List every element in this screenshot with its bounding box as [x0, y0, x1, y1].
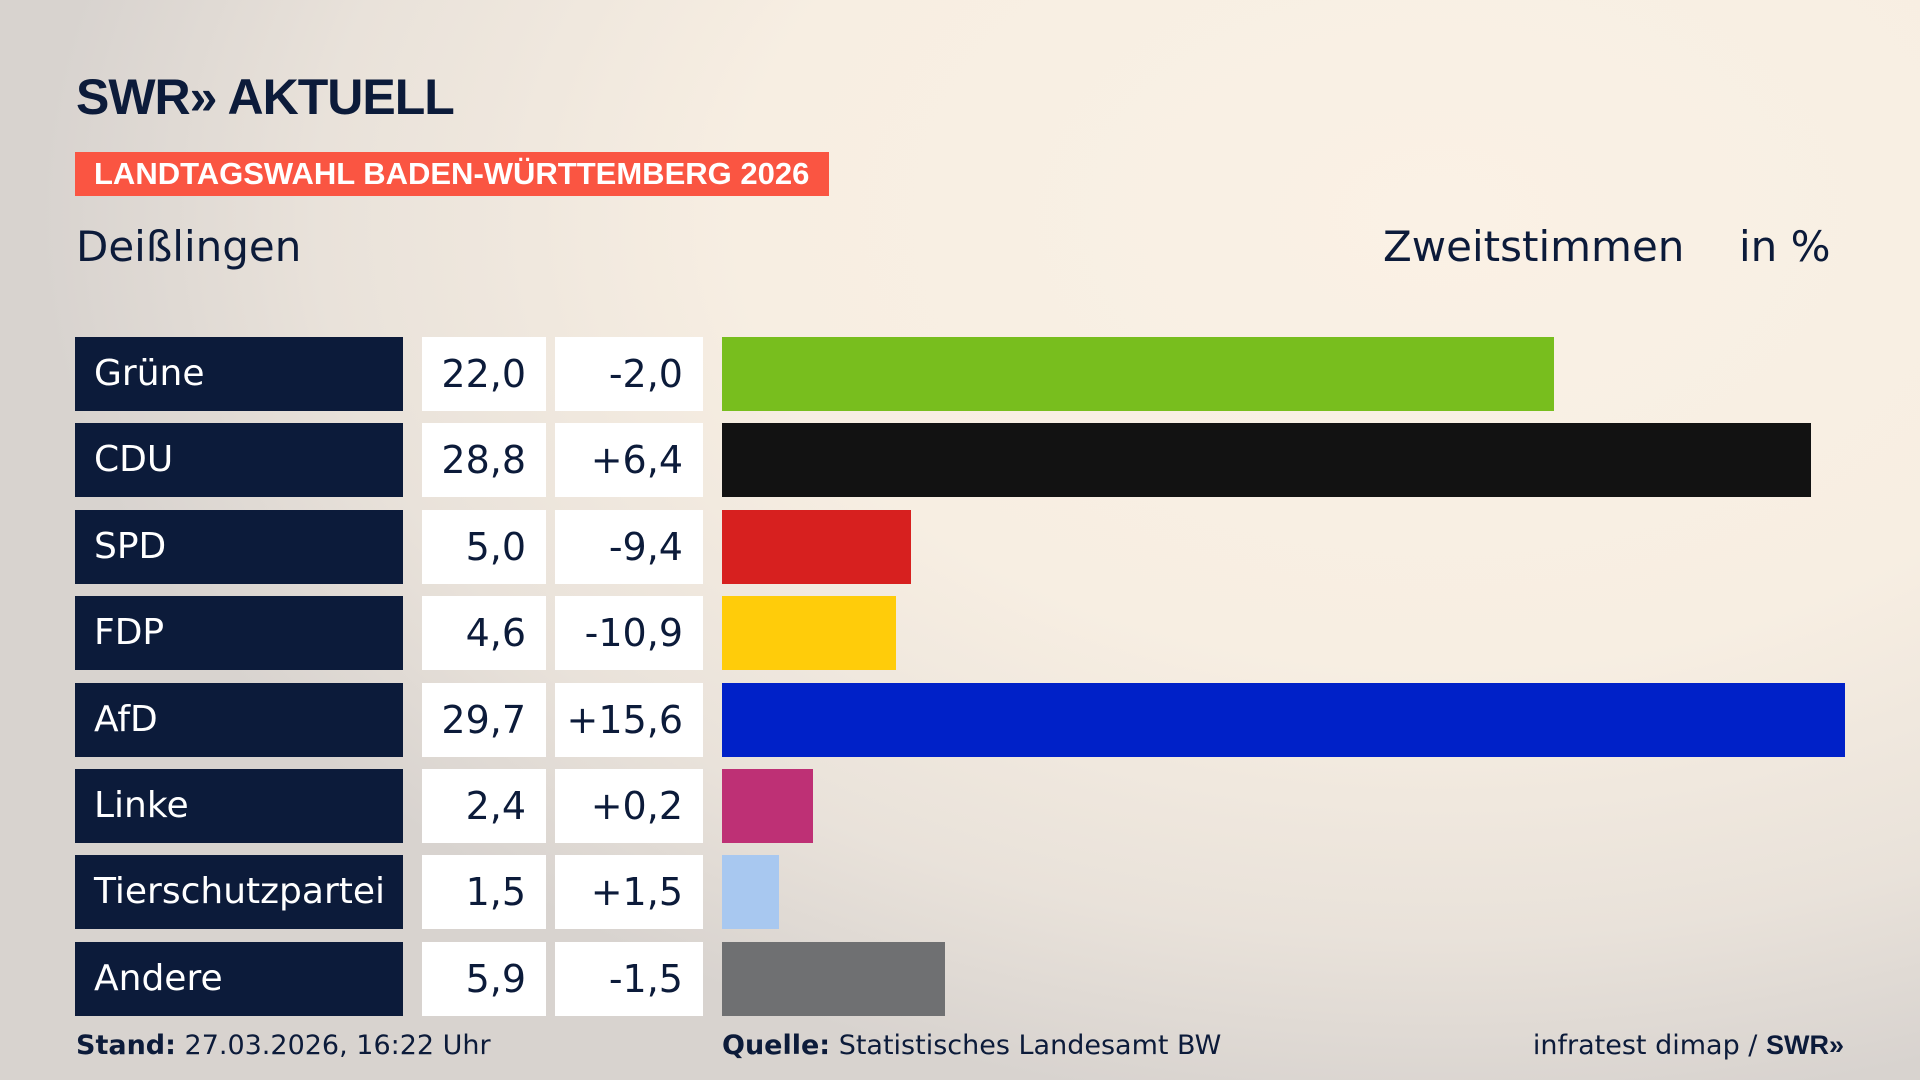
party-value: 2,4 — [422, 769, 546, 843]
swr-logo: SWR» — [1765, 1030, 1844, 1060]
party-name: Linke — [75, 769, 403, 843]
party-value: 28,8 — [422, 423, 546, 498]
place-title: Deißlingen — [76, 222, 302, 271]
stand-value: 27.03.2026, 16:22 Uhr — [184, 1030, 491, 1061]
party-row: Tierschutzpartei 1,5 +1,5 — [0, 855, 1920, 930]
credit-text: infratest dimap / — [1532, 1030, 1766, 1061]
party-change: +1,5 — [555, 855, 703, 930]
party-value: 5,0 — [422, 509, 546, 584]
credit: infratest dimap / SWR» — [1533, 1030, 1844, 1061]
party-value: 29,7 — [422, 682, 546, 757]
party-name: FDP — [75, 596, 403, 671]
party-name: Grüne — [75, 337, 403, 411]
party-value: 4,6 — [422, 596, 546, 671]
source-label: Quelle: — [722, 1030, 831, 1061]
party-value: 5,9 — [422, 941, 546, 1016]
party-change: -2,0 — [555, 337, 703, 411]
party-bar — [722, 509, 912, 584]
party-bar — [722, 941, 946, 1016]
party-change: +0,2 — [555, 769, 703, 843]
party-change: +6,4 — [555, 423, 703, 498]
party-value: 1,5 — [422, 855, 546, 930]
party-change: -10,9 — [555, 596, 703, 671]
party-name: Tierschutzpartei — [75, 855, 403, 930]
party-name: CDU — [75, 423, 403, 498]
party-change: -1,5 — [555, 941, 703, 1016]
party-bar — [722, 596, 896, 671]
party-row: Andere 5,9 -1,5 — [0, 941, 1920, 1016]
party-change: -9,4 — [555, 509, 703, 584]
party-name: AfD — [75, 682, 403, 757]
party-row: SPD 5,0 -9,4 — [0, 509, 1920, 584]
unit-label: in % — [1739, 222, 1831, 271]
party-bar — [722, 423, 1811, 498]
party-name: Andere — [75, 941, 403, 1016]
party-row: AfD 29,7 +15,6 — [0, 682, 1920, 757]
swr-aktuell-logo: SWR» AKTUELL — [76, 69, 455, 125]
party-change: +15,6 — [555, 682, 703, 757]
party-bar — [722, 337, 1554, 411]
party-row: CDU 28,8 +6,4 — [0, 423, 1920, 498]
party-row: FDP 4,6 -10,9 — [0, 596, 1920, 671]
source: Quelle: Statistisches Landesamt BW — [722, 1030, 1221, 1061]
party-row: Linke 2,4 +0,2 — [0, 769, 1920, 843]
party-bar — [722, 855, 779, 930]
vote-type-label: Zweitstimmen — [1383, 222, 1685, 271]
party-bar — [722, 769, 813, 843]
timestamp: Stand: 27.03.2026, 16:22 Uhr — [76, 1030, 491, 1061]
stand-label: Stand: — [76, 1030, 176, 1061]
party-name: SPD — [75, 509, 403, 584]
source-value: Statistisches Landesamt BW — [838, 1030, 1222, 1061]
party-row: Grüne 22,0 -2,0 — [0, 337, 1920, 411]
party-bar — [722, 682, 1845, 757]
party-value: 22,0 — [422, 337, 546, 411]
election-banner: LANDTAGSWAHL BADEN-WÜRTTEMBERG 2026 — [75, 152, 829, 196]
